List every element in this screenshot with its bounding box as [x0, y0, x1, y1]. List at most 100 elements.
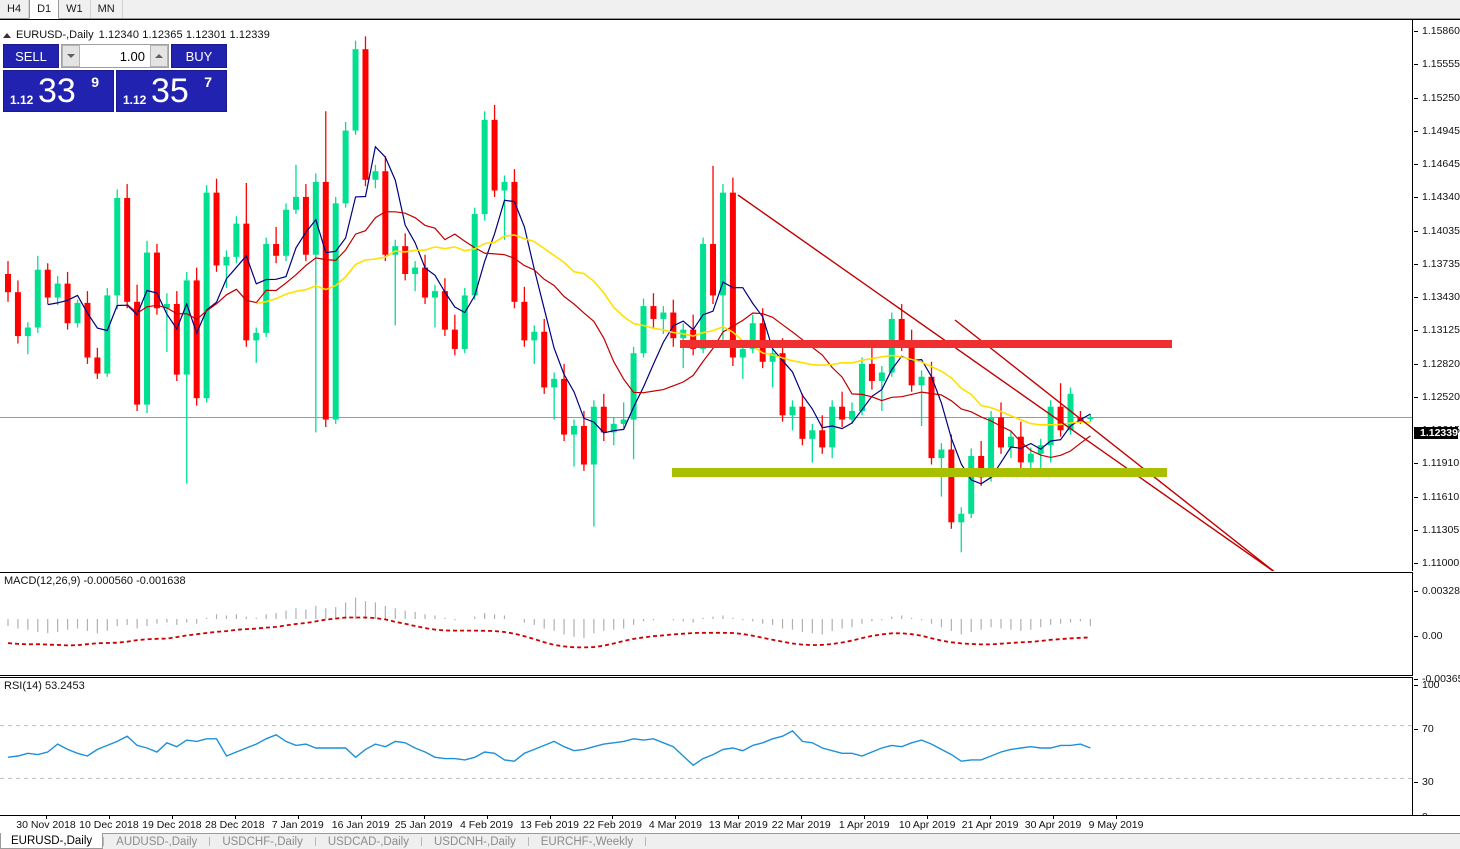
- candle-body: [630, 353, 637, 420]
- date-tick-mark: [612, 815, 614, 819]
- candle-body: [263, 244, 270, 333]
- candle-body: [283, 209, 290, 256]
- date-tick-mark: [486, 815, 488, 819]
- candle-body: [789, 406, 796, 416]
- price-tick: 1.14645: [1414, 158, 1460, 170]
- date-label: 22 Feb 2019: [582, 819, 642, 831]
- tab-divider: [103, 837, 105, 846]
- candle-body: [412, 267, 419, 274]
- date-label: 7 Jan 2019: [271, 819, 324, 831]
- symbol-tab-eurchf[interactable]: EURCHF-,Weekly: [540, 835, 634, 848]
- macd-signal-line: [7, 616, 1091, 649]
- date-tick-mark: [927, 815, 929, 819]
- date-tick-mark: [801, 815, 803, 819]
- candle-body: [719, 192, 726, 296]
- candle-body: [173, 303, 180, 375]
- candle-body: [193, 280, 200, 399]
- candle-body: [14, 292, 21, 337]
- symbol-tab-usdcad[interactable]: USDCAD-,Daily: [327, 835, 409, 848]
- candle-body: [163, 303, 170, 309]
- candle-body: [431, 291, 438, 298]
- candle-body: [84, 302, 91, 358]
- date-label: 10 Dec 2018: [79, 819, 139, 831]
- date-label: 30 Nov 2018: [16, 819, 76, 831]
- sell-price-button[interactable]: 1.12 33 9: [3, 70, 114, 112]
- support-line[interactable]: [672, 468, 1167, 477]
- candle-body: [660, 312, 667, 319]
- collapse-triangle-icon[interactable]: [3, 32, 11, 38]
- sell-price-prefix: 1.12: [10, 93, 34, 107]
- candle-body: [322, 181, 329, 420]
- current-price-label: 1.12339: [1414, 427, 1458, 439]
- tab-divider: [420, 837, 422, 846]
- timeframe-mn[interactable]: MN: [91, 0, 123, 18]
- rsi-pane[interactable]: RSI(14) 53.2453: [0, 677, 1413, 829]
- buy-price-fraction: 7: [204, 74, 212, 90]
- candle-body: [928, 376, 935, 459]
- date-label: 21 Apr 2019: [961, 819, 1019, 831]
- symbol-tab-eurusd[interactable]: EURUSD-,Daily: [0, 833, 104, 849]
- candle-body: [114, 197, 121, 296]
- chevron-down-icon: [67, 54, 75, 58]
- timeframe-d1[interactable]: D1: [29, 0, 60, 19]
- volume-input[interactable]: 1.00: [119, 48, 145, 64]
- candle-body: [998, 417, 1004, 448]
- candle-body: [620, 419, 627, 424]
- candle-body: [451, 329, 458, 349]
- date-tick-mark: [46, 815, 47, 819]
- symbol-tab-audusd[interactable]: AUDUSD-,Daily: [116, 835, 198, 848]
- date-scale[interactable]: 30 Nov 2018 10 Dec 2018 19 Dec 2018 28 Dec …: [0, 815, 1460, 833]
- candle-body: [610, 423, 617, 433]
- chevron-up-icon: [155, 54, 163, 58]
- volume-decrement-button[interactable]: [62, 45, 80, 67]
- date-label: 30 Apr 2019: [1024, 819, 1082, 831]
- candle-body: [342, 130, 349, 204]
- price-tick: 1.15555: [1414, 58, 1460, 70]
- trendline-lower[interactable]: [954, 319, 1295, 571]
- resistance-line[interactable]: [680, 340, 1172, 348]
- candle-body: [213, 192, 220, 266]
- candle-body: [362, 49, 369, 180]
- candle-body: [839, 406, 846, 420]
- price-tick: 1.14340: [1414, 191, 1460, 203]
- date-tick-mark: [171, 815, 173, 819]
- volume-stepper[interactable]: 1.00: [61, 44, 169, 68]
- macd-tick: -0.003659: [1414, 673, 1460, 685]
- candle-body: [134, 301, 141, 405]
- candle-body: [253, 332, 260, 341]
- price-scale[interactable]: 1.15860 1.15555 1.15250 1.14945 1.14645 1.143…: [1414, 20, 1460, 823]
- volume-increment-button[interactable]: [150, 45, 168, 67]
- date-tick-mark: [549, 815, 551, 819]
- quote-row: 1.12 33 9 1.12 35 7: [3, 70, 227, 112]
- symbol-tab-usdcnh[interactable]: USDCNH-,Daily: [433, 835, 516, 848]
- candle-body: [541, 331, 548, 388]
- candle-body: [64, 283, 71, 324]
- price-tick: 1.14035: [1414, 225, 1460, 237]
- timeframe-w1[interactable]: W1: [59, 0, 91, 18]
- trendline-upper[interactable]: [737, 194, 1293, 571]
- candle-body: [44, 269, 51, 298]
- buy-button-top[interactable]: BUY: [171, 44, 227, 68]
- timeframe-h4[interactable]: H4: [0, 0, 30, 18]
- candle-body: [580, 425, 587, 465]
- macd-pane[interactable]: MACD(12,26,9) -0.000560 -0.001638: [0, 572, 1413, 676]
- date-label: 10 Apr 2019: [898, 819, 956, 831]
- date-tick-mark: [990, 815, 992, 819]
- candle-body: [819, 430, 826, 448]
- buy-price-button[interactable]: 1.12 35 7: [116, 70, 227, 112]
- price-pane[interactable]: [0, 20, 1413, 571]
- candle-body: [74, 302, 81, 324]
- sell-price-fraction: 9: [91, 74, 99, 90]
- date-tick-mark: [423, 815, 425, 819]
- candle-body: [1057, 406, 1064, 431]
- candle-body: [183, 280, 190, 375]
- macd-label: MACD(12,26,9) -0.000560 -0.001638: [4, 575, 186, 587]
- candle-body: [481, 119, 488, 215]
- symbol-tab-usdchf[interactable]: USDCHF-,Daily: [222, 835, 303, 848]
- date-label: 22 Mar 2019: [771, 819, 831, 831]
- candle-body: [868, 363, 875, 382]
- macd-canvas: [7, 597, 1091, 649]
- ma-slow-line: [256, 234, 1091, 426]
- candle-body: [640, 306, 647, 354]
- sell-button-top[interactable]: SELL: [3, 44, 59, 68]
